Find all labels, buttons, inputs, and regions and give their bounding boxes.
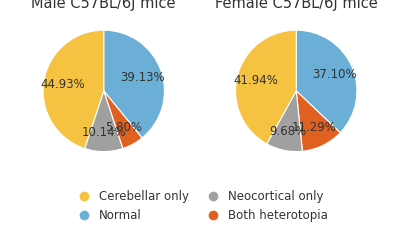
Title: Female C57BL/6J mice: Female C57BL/6J mice (215, 0, 378, 11)
Wedge shape (104, 91, 142, 148)
Text: 5.80%: 5.80% (105, 120, 142, 134)
Wedge shape (85, 91, 123, 151)
Text: 39.13%: 39.13% (120, 71, 165, 84)
Text: 37.10%: 37.10% (312, 68, 356, 81)
Wedge shape (104, 30, 164, 138)
Text: 11.29%: 11.29% (292, 121, 337, 134)
Wedge shape (296, 30, 357, 133)
Text: 10.14%: 10.14% (81, 126, 126, 139)
Wedge shape (43, 30, 104, 148)
Text: 44.93%: 44.93% (41, 78, 85, 91)
Wedge shape (236, 30, 296, 144)
Title: Male C57BL/6J mice: Male C57BL/6J mice (32, 0, 176, 11)
Wedge shape (267, 91, 302, 151)
Wedge shape (296, 91, 340, 151)
Legend: Cerebellar only, Normal, Neocortical only, Both heterotopia: Cerebellar only, Normal, Neocortical onl… (67, 186, 333, 227)
Text: 9.68%: 9.68% (269, 125, 306, 138)
Text: 41.94%: 41.94% (234, 74, 279, 87)
